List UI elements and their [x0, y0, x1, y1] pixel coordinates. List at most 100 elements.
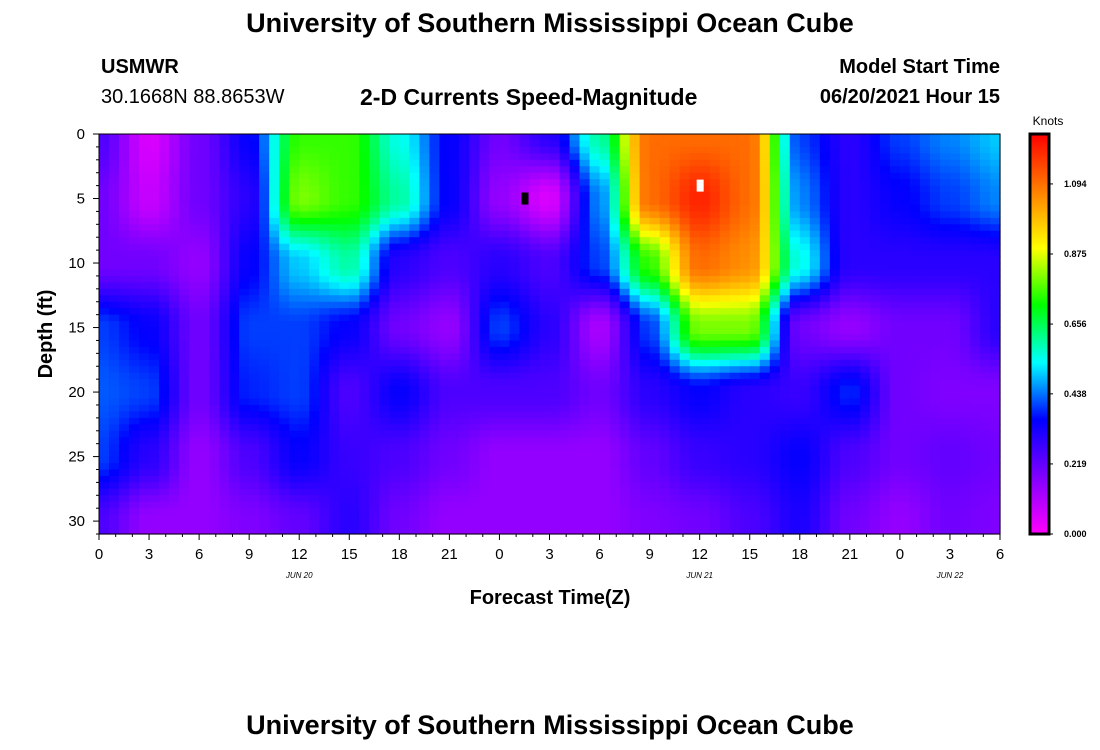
heatmap-cell [479, 159, 491, 167]
heatmap-cell [769, 404, 781, 413]
heatmap-cell [109, 237, 120, 245]
heatmap-cell [869, 140, 881, 148]
heatmap-cell [289, 482, 300, 490]
heatmap-cell [989, 366, 1001, 374]
heatmap-cell [319, 314, 330, 322]
heatmap-cell [589, 314, 601, 322]
heatmap-cell [889, 372, 901, 380]
heatmap-cell [129, 288, 140, 296]
heatmap-cell [579, 404, 591, 413]
heatmap-cell [139, 314, 150, 322]
heatmap-cell [229, 269, 240, 277]
heatmap-cell [709, 385, 721, 393]
heatmap-cell [509, 256, 521, 264]
heatmap-cell [699, 198, 711, 206]
heatmap-cell [269, 359, 280, 367]
heatmap-cell [759, 482, 771, 490]
heatmap-cell [499, 185, 511, 193]
heatmap-cell [409, 179, 420, 187]
heatmap-cell [979, 179, 991, 187]
heatmap-cell [579, 430, 591, 438]
heatmap-cell [209, 295, 220, 303]
heatmap-cell [799, 398, 811, 406]
heatmap-cell [119, 134, 130, 142]
heatmap-cell [969, 166, 981, 174]
heatmap-cell [239, 159, 250, 167]
heatmap-cell [589, 192, 601, 200]
heatmap-cell [579, 359, 591, 367]
heatmap-cell [139, 430, 150, 438]
heatmap-cell [549, 172, 561, 180]
heatmap-cell [559, 417, 571, 425]
heatmap-cell [329, 269, 340, 277]
heatmap-cell [809, 372, 821, 380]
heatmap-cell [199, 146, 210, 154]
heatmap-cell [829, 392, 841, 400]
heatmap-cell [449, 411, 460, 419]
heatmap-cell [709, 217, 721, 225]
heatmap-cell [699, 346, 711, 354]
heatmap-cell [819, 146, 831, 154]
heatmap-cell [129, 198, 140, 206]
heatmap-cell [979, 192, 991, 200]
heatmap-cell [889, 282, 901, 290]
heatmap-cell [759, 179, 771, 187]
heatmap-cell [309, 275, 320, 283]
heatmap-cell [789, 230, 801, 238]
heatmap-cell [289, 404, 300, 413]
heatmap-cell [289, 295, 300, 303]
heatmap-cell [189, 295, 200, 303]
heatmap-cell [959, 475, 971, 483]
heatmap-cell [419, 159, 430, 167]
heatmap-cell [439, 385, 450, 393]
heatmap-cell [609, 172, 621, 180]
heatmap-cell [629, 269, 641, 277]
heatmap-cell [169, 243, 180, 251]
heatmap-cell [919, 275, 931, 283]
heatmap-cell [949, 424, 961, 432]
heatmap-cell [429, 224, 440, 232]
heatmap-cell [329, 392, 340, 400]
heatmap-cell [909, 385, 921, 393]
heatmap-cell [819, 308, 831, 316]
heatmap-cell [259, 456, 270, 464]
heatmap-cell [209, 204, 220, 213]
heatmap-cell [579, 217, 591, 225]
heatmap-cell [629, 198, 641, 206]
heatmap-cell [839, 140, 851, 148]
heatmap-cell [309, 424, 320, 432]
heatmap-cell [779, 398, 791, 406]
heatmap-cell [729, 134, 741, 142]
heatmap-cell [169, 295, 180, 303]
heatmap-cell [959, 256, 971, 264]
heatmap-cell [209, 456, 220, 464]
heatmap-cell [239, 488, 250, 496]
heatmap-cell [629, 140, 641, 148]
heatmap-cell [399, 295, 410, 303]
heatmap-cell [549, 346, 561, 354]
heatmap-cell [659, 430, 671, 438]
heatmap-cell [279, 424, 290, 432]
heatmap-cell [559, 340, 571, 348]
heatmap-cell [149, 463, 160, 471]
heatmap-cell [739, 353, 751, 361]
heatmap-cell [949, 288, 961, 296]
heatmap-cell [629, 301, 641, 309]
heatmap-cell [549, 211, 561, 219]
heatmap-cell [779, 301, 791, 309]
heatmap-cell [429, 237, 440, 245]
heatmap-cell [609, 243, 621, 251]
heatmap-cell [849, 256, 861, 264]
heatmap-cell [369, 379, 380, 387]
heatmap-cell [479, 288, 491, 296]
heatmap-cell [889, 153, 901, 161]
heatmap-cell [489, 230, 501, 238]
heatmap-cell [749, 456, 761, 464]
heatmap-cell [499, 263, 511, 271]
heatmap-cell [779, 443, 791, 451]
heatmap-cell [659, 217, 671, 225]
heatmap-cell [649, 250, 661, 258]
heatmap-cell [829, 443, 841, 451]
heatmap-cell [459, 204, 471, 213]
heatmap-cell [689, 398, 701, 406]
